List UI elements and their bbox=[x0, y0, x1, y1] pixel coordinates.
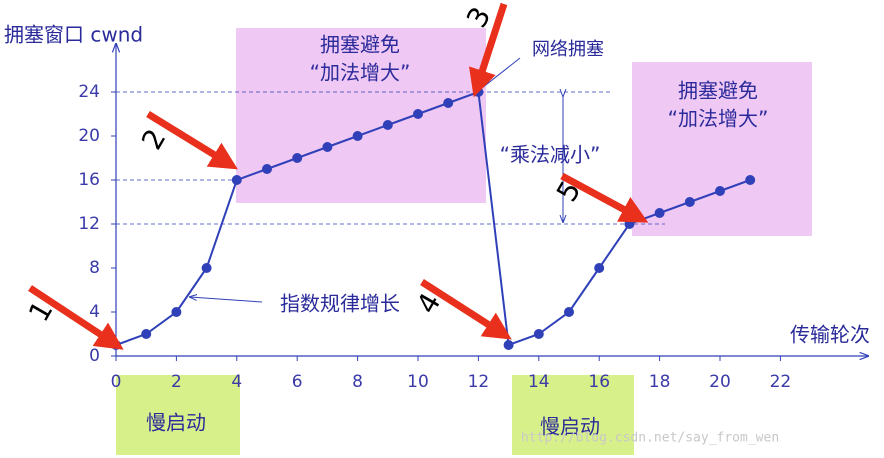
cwnd-point bbox=[684, 197, 695, 207]
x-tick-label: 22 bbox=[770, 372, 792, 392]
avoidance-region bbox=[236, 28, 486, 203]
cwnd-point bbox=[141, 329, 152, 339]
y-tick-label: 12 bbox=[78, 214, 100, 234]
x-tick-label: 8 bbox=[352, 372, 363, 392]
x-tick-label: 14 bbox=[528, 372, 550, 392]
cwnd-point bbox=[352, 131, 363, 141]
y-tick-label: 0 bbox=[89, 346, 100, 366]
annotation: 慢启动 bbox=[540, 415, 600, 439]
annotation: 网络拥塞 bbox=[532, 39, 604, 60]
annotation: 慢启动 bbox=[146, 411, 206, 435]
cwnd-point bbox=[292, 153, 303, 163]
cwnd-point bbox=[322, 142, 333, 152]
cwnd-point bbox=[171, 307, 182, 317]
cwnd-point bbox=[111, 340, 121, 350]
y-tick-label: 4 bbox=[89, 302, 100, 322]
annotation: “加法增大” bbox=[668, 107, 769, 131]
annotation: 拥塞避免 bbox=[320, 33, 400, 57]
cwnd-point bbox=[231, 175, 242, 185]
cwnd-point bbox=[533, 329, 544, 339]
cwnd-point bbox=[715, 186, 725, 196]
annotation: http://blog.csdn.net/say_from_wen bbox=[521, 431, 779, 446]
red-arrow bbox=[469, 2, 508, 98]
x-tick-label: 20 bbox=[709, 372, 731, 392]
x-tick-label: 18 bbox=[649, 372, 671, 392]
y-tick-label: 16 bbox=[78, 170, 100, 190]
x-tick-label: 12 bbox=[468, 372, 490, 392]
red-arrow bbox=[146, 111, 238, 170]
y-tick-label: 24 bbox=[78, 82, 100, 102]
cwnd-point bbox=[745, 175, 756, 185]
cwnd-point bbox=[594, 263, 605, 273]
x-tick-label: 4 bbox=[231, 372, 242, 392]
cwnd-point bbox=[443, 98, 454, 108]
cwnd-point bbox=[564, 307, 574, 317]
x-axis-label: 传输轮次 bbox=[790, 323, 870, 347]
cwnd-point bbox=[201, 263, 212, 273]
cwnd-point bbox=[473, 87, 484, 97]
y-axis-label: 拥塞窗口 cwnd bbox=[4, 23, 143, 47]
red-arrow bbox=[28, 285, 124, 350]
red-arrow bbox=[420, 279, 512, 340]
y-tick-label: 20 bbox=[78, 126, 100, 146]
x-tick-label: 10 bbox=[407, 372, 429, 392]
slow-start-region bbox=[116, 375, 240, 455]
slow-start-region bbox=[512, 375, 634, 455]
cwnd-point bbox=[413, 109, 423, 119]
x-tick-label: 0 bbox=[111, 372, 122, 392]
cwnd-point bbox=[503, 340, 514, 350]
x-tick-label: 2 bbox=[171, 372, 182, 392]
cwnd-point bbox=[262, 164, 272, 174]
annotation: “乘法减小” bbox=[500, 143, 601, 167]
annotation: “加法增大” bbox=[310, 61, 411, 85]
cwnd-point bbox=[624, 219, 635, 229]
cwnd-point bbox=[654, 208, 665, 218]
annotation: 拥塞避免 bbox=[678, 79, 758, 103]
cwnd-point bbox=[382, 120, 393, 130]
annotation: 指数规律增长 bbox=[280, 292, 400, 316]
x-tick-label: 16 bbox=[588, 372, 610, 392]
x-tick-label: 6 bbox=[292, 372, 303, 392]
avoidance-region bbox=[632, 62, 812, 236]
pointer-line bbox=[190, 297, 263, 303]
y-tick-label: 8 bbox=[89, 258, 100, 278]
red-arrow bbox=[560, 172, 649, 223]
